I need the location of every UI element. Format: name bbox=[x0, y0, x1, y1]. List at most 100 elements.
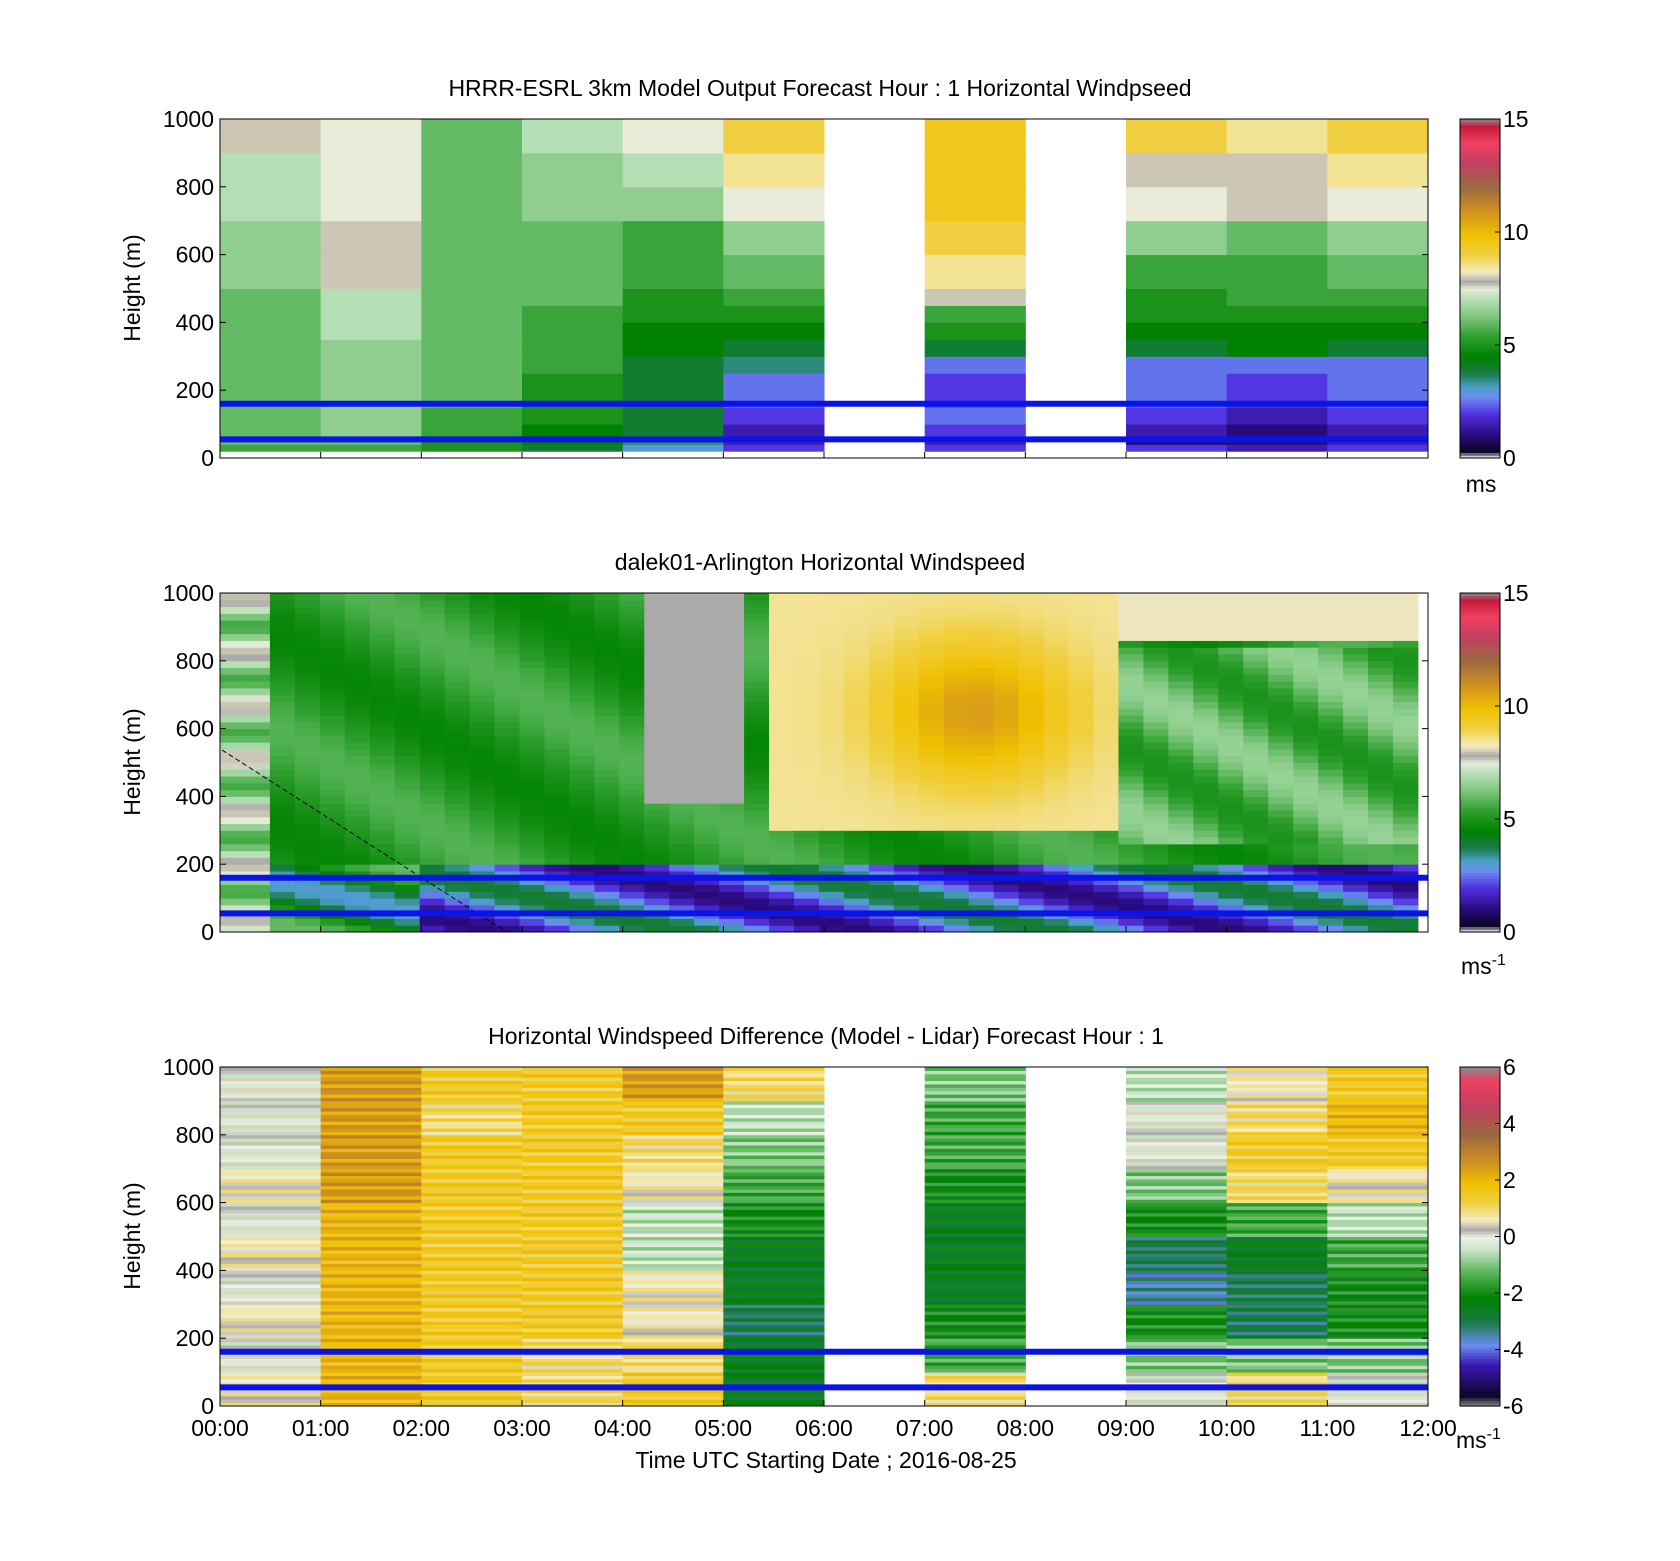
heatmap-cell bbox=[519, 803, 545, 811]
heatmap-cell bbox=[719, 898, 745, 906]
colorbar-swatch bbox=[1460, 632, 1500, 636]
heatmap-cell bbox=[294, 626, 321, 635]
heatmap-cell bbox=[918, 654, 945, 662]
heatmap-cell bbox=[220, 1141, 322, 1146]
heatmap-cell bbox=[1193, 925, 1219, 933]
heatmap-cell bbox=[494, 782, 520, 791]
colorbar-swatch bbox=[1460, 1374, 1500, 1379]
heatmap-cell bbox=[968, 633, 995, 641]
heatmap-cell bbox=[269, 850, 296, 858]
colorbar-swatch bbox=[1460, 674, 1500, 679]
colorbar-swatch bbox=[1460, 1233, 1500, 1238]
heatmap-cell bbox=[522, 1321, 624, 1326]
heatmap-cell bbox=[1218, 694, 1244, 702]
heatmap-cell bbox=[993, 728, 1020, 736]
heatmap-cell bbox=[220, 843, 246, 852]
heatmap-cell bbox=[1018, 620, 1045, 628]
heatmap-cell bbox=[1018, 809, 1045, 818]
heatmap-cell bbox=[1118, 735, 1144, 743]
heatmap-cell bbox=[244, 809, 271, 818]
heatmap-cell bbox=[522, 1260, 624, 1265]
heatmap-cell bbox=[993, 864, 1020, 872]
heatmap-cell bbox=[1068, 776, 1094, 784]
heatmap-cell bbox=[421, 1107, 523, 1112]
heatmap-cell bbox=[494, 728, 520, 736]
heatmap-cell bbox=[868, 857, 895, 865]
heatmap-cell bbox=[494, 789, 520, 797]
heatmap-cell bbox=[522, 1273, 624, 1278]
colorbar-swatch bbox=[1460, 1360, 1500, 1365]
heatmap-cell bbox=[719, 694, 745, 702]
heatmap-cell bbox=[320, 1304, 422, 1309]
heatmap-cell bbox=[220, 1365, 322, 1370]
heatmap-cell bbox=[421, 288, 523, 306]
heatmap-cell bbox=[469, 918, 496, 926]
heatmap-cell bbox=[1126, 1104, 1228, 1109]
heatmap-cell bbox=[723, 1338, 825, 1343]
heatmap-cell bbox=[269, 898, 296, 906]
heatmap-cell bbox=[1327, 1097, 1429, 1102]
heatmap-cell bbox=[1368, 762, 1394, 770]
heatmap-cell bbox=[1068, 613, 1094, 621]
heatmap-cell bbox=[868, 803, 895, 811]
heatmap-cell bbox=[244, 803, 271, 811]
heatmap-cell bbox=[669, 904, 695, 913]
heatmap-cell bbox=[369, 796, 396, 804]
heatmap-cell bbox=[1268, 796, 1294, 804]
heatmap-cell bbox=[1226, 1389, 1328, 1393]
heatmap-cell bbox=[1392, 708, 1419, 716]
heatmap-cell bbox=[319, 803, 346, 811]
colorbar-swatch bbox=[1460, 223, 1500, 227]
heatmap-cell bbox=[1327, 1090, 1429, 1095]
heatmap-cell bbox=[1168, 891, 1194, 899]
heatmap-cell bbox=[220, 1256, 322, 1261]
heatmap-cell bbox=[421, 1338, 523, 1343]
colorbar-tick-label: 10 bbox=[1503, 219, 1529, 245]
heatmap-cell bbox=[320, 1148, 422, 1153]
heatmap-cell bbox=[893, 613, 920, 621]
heatmap-cell bbox=[1143, 667, 1169, 675]
heatmap-cell bbox=[1368, 776, 1394, 784]
heatmap-cell bbox=[868, 687, 895, 696]
heatmap-cell bbox=[320, 1355, 422, 1360]
colorbar-tick-label: 15 bbox=[1503, 580, 1529, 606]
heatmap-cell bbox=[444, 620, 471, 628]
heatmap-cell bbox=[622, 1155, 724, 1160]
heatmap-cell bbox=[644, 701, 670, 709]
heatmap-cell bbox=[924, 1270, 1026, 1275]
heatmap-cell bbox=[220, 742, 246, 750]
heatmap-cell bbox=[924, 220, 1026, 256]
heatmap-cell bbox=[744, 918, 770, 926]
heatmap-cell bbox=[421, 1321, 523, 1326]
heatmap-cell bbox=[369, 823, 396, 831]
heatmap-cell bbox=[1343, 748, 1369, 757]
heatmap-cell bbox=[444, 660, 471, 669]
heatmap-cell bbox=[369, 593, 396, 601]
colorbar-swatch bbox=[1460, 1324, 1500, 1328]
heatmap-cell bbox=[1327, 1226, 1429, 1231]
heatmap-cell bbox=[244, 620, 271, 628]
heatmap-cell bbox=[319, 681, 346, 689]
colorbar-swatch bbox=[1460, 452, 1500, 456]
colorbar-swatch bbox=[1460, 872, 1500, 877]
colorbar-swatch bbox=[1460, 1315, 1500, 1320]
heatmap-cell bbox=[1143, 654, 1169, 662]
heatmap-cell bbox=[1126, 1175, 1228, 1180]
heatmap-cell bbox=[1043, 850, 1070, 858]
heatmap-cell bbox=[294, 782, 321, 791]
heatmap-cell bbox=[494, 687, 520, 696]
heatmap-cell bbox=[220, 1111, 322, 1115]
heatmap-cell bbox=[968, 837, 995, 845]
heatmap-cell bbox=[394, 626, 421, 635]
heatmap-cell bbox=[1293, 803, 1319, 811]
heatmap-cell bbox=[723, 1321, 825, 1326]
colorbar-swatch bbox=[1460, 1211, 1500, 1215]
heatmap-cell bbox=[320, 1202, 422, 1207]
heatmap-cell bbox=[419, 782, 446, 791]
heatmap-cell bbox=[522, 1212, 624, 1217]
colorbar-swatch bbox=[1460, 1115, 1500, 1119]
heatmap-cell bbox=[1226, 1080, 1328, 1085]
heatmap-cell bbox=[494, 837, 520, 845]
ytick-label: 1000 bbox=[163, 1054, 214, 1080]
heatmap-cell bbox=[669, 681, 695, 689]
